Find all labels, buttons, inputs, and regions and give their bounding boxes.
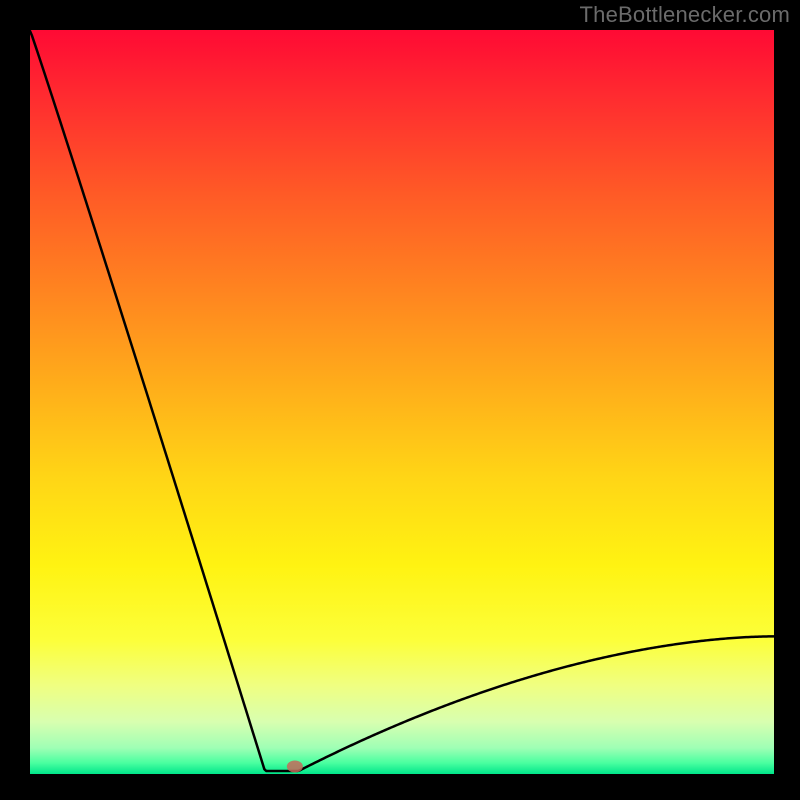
chart-svg xyxy=(0,0,800,800)
watermark-text: TheBottlenecker.com xyxy=(580,2,790,28)
optimal-point-marker xyxy=(287,761,303,773)
chart-container: TheBottlenecker.com xyxy=(0,0,800,800)
plot-background xyxy=(30,30,774,774)
